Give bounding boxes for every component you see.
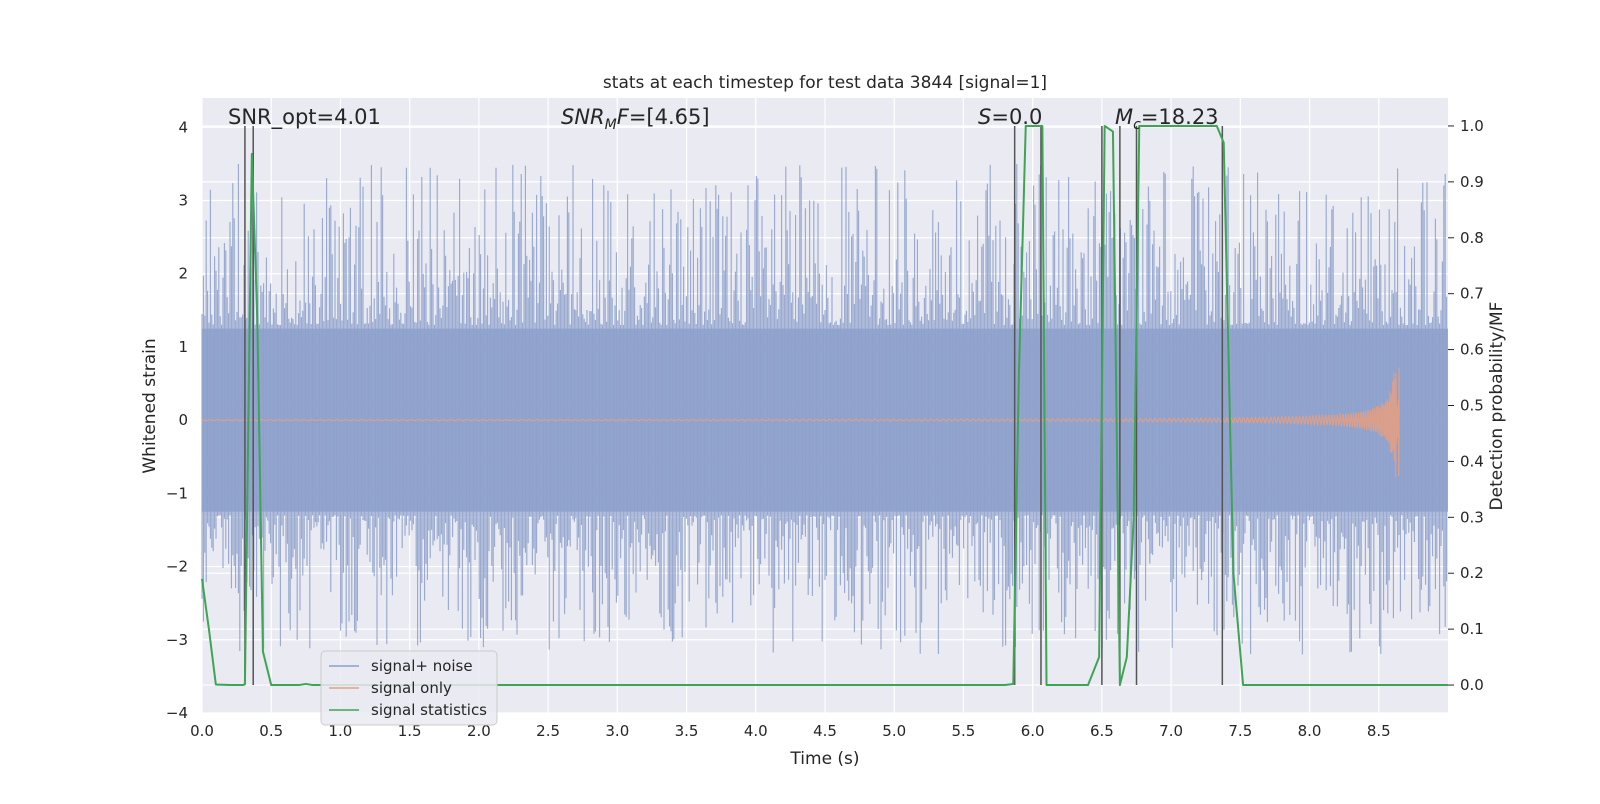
x-tick-label: 2.5 [536,722,560,740]
signal-only-series [201,367,1400,478]
y-tick-label-right: 1.0 [1460,117,1484,135]
x-tick-label: 1.5 [398,722,422,740]
annotation-mc: Mc=18.23 [1115,105,1219,133]
y-ticks-left: 4 3 2 1 0 −1 −2 −3 −4 [166,118,188,722]
legend-label-signal-statistics: signal statistics [371,701,487,719]
y-tick-label: −4 [166,704,188,722]
x-tick-label: 3.5 [675,722,699,740]
chart-title: stats at each timestep for test data 384… [603,73,1047,93]
x-tick-label: 7.5 [1228,722,1252,740]
y-tick-label-right: 0.8 [1460,229,1484,247]
x-tick-label: 3.0 [605,722,629,740]
y-tick-label: 1 [178,338,188,356]
x-tick-label: 4.5 [813,722,837,740]
y-tick-label: −2 [166,558,188,576]
x-tick-label: 0.5 [259,722,283,740]
x-tick-label: 8.0 [1298,722,1322,740]
y-axis-label-right: Detection probability/MF [1487,302,1507,511]
annotation-s: S=0.0 [978,105,1042,129]
legend-label-signal-noise: signal+ noise [371,657,473,675]
legend-label-signal-only: signal only [371,679,452,697]
chirp-line [201,367,1400,478]
y-tick-label: 4 [178,118,188,136]
y-tick-label-right: 0.9 [1460,173,1484,191]
x-axis-label: Time (s) [789,749,859,769]
x-tick-label: 5.5 [952,722,976,740]
y-tick-label-right: 0.7 [1460,285,1484,303]
x-tick-label: 4.0 [744,722,768,740]
legend-box [320,650,498,726]
annotation-snr-opt: SNR_opt=4.01 [228,105,381,130]
y-tick-label-right: 0.3 [1460,508,1484,526]
x-tick-label: 6.0 [1021,722,1045,740]
x-tick-label: 7.0 [1159,722,1183,740]
legend: signal+ noise signal only signal statist… [320,650,498,726]
y-tick-label-right: 0.4 [1460,452,1484,470]
x-tick-label: 5.0 [882,722,906,740]
y-tick-label: 0 [178,411,188,429]
y-tick-label: −3 [166,631,188,649]
y-ticks-right: 1.0 0.9 0.8 0.7 0.6 0.5 0.4 0.3 0.2 0.1 0.0 [1448,117,1484,694]
signal-statistics-series [201,124,1448,687]
x-tick-label: 8.5 [1367,722,1391,740]
x-tick-label: 6.5 [1090,722,1114,740]
x-ticks: 0.0 0.5 1.0 1.5 2.0 2.5 3.0 3.5 4.0 4.5 5.0 5.5 6.0 6… [190,722,1391,740]
y-tick-label: −1 [166,484,188,502]
x-tick-label: 2.0 [467,722,491,740]
y-tick-label-right: 0.2 [1460,564,1484,582]
noise-spikes [201,164,1448,655]
y-tick-label-right: 0.1 [1460,620,1484,638]
y-tick-label-right: 0.6 [1460,341,1484,359]
y-tick-label-right: 0.5 [1460,397,1484,415]
y-tick-label: 3 [178,192,188,210]
y-tick-label-right: 0.0 [1460,676,1484,694]
annotation-snr-mf: SNRMF=[4.65] [561,105,710,133]
y-axis-label: Whitened strain [140,338,160,473]
x-tick-label: 1.0 [329,722,353,740]
y-tick-label: 2 [178,265,188,283]
statistics-line [201,124,1448,687]
x-tick-label: 0.0 [190,722,214,740]
